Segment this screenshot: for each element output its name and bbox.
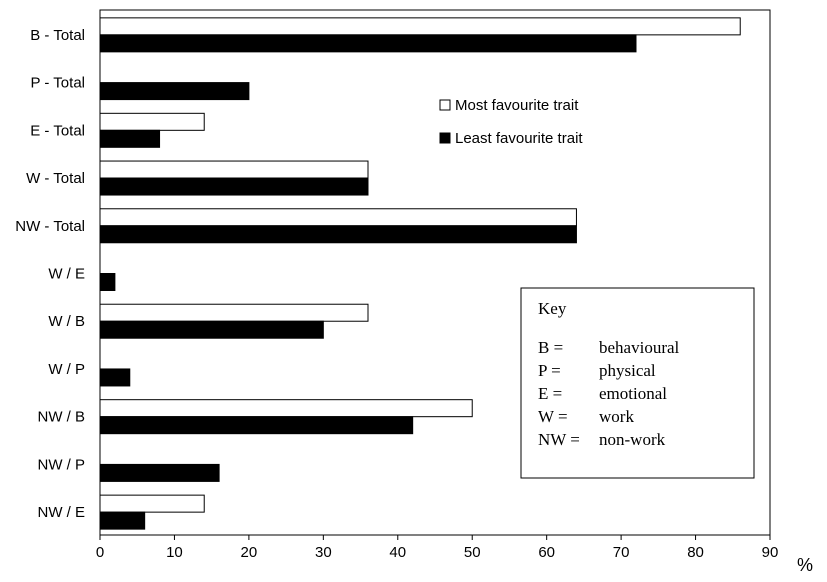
bar-least	[99, 368, 131, 387]
bar-most	[99, 112, 205, 131]
key-meaning: emotional	[599, 384, 667, 403]
x-tick-label: 50	[464, 544, 481, 561]
bar-most	[99, 303, 369, 322]
category-label: NW - Total	[15, 218, 85, 235]
x-tick-label: 80	[687, 544, 704, 561]
legend-label-least: Least favourite trait	[455, 130, 583, 147]
x-tick-label: 40	[389, 544, 406, 561]
x-tick-label: 90	[762, 544, 779, 561]
bar-most	[99, 399, 473, 418]
bar-least	[99, 416, 414, 435]
category-label: P - Total	[31, 75, 85, 92]
x-unit-label: %	[797, 555, 813, 575]
bar-most	[99, 160, 369, 179]
bars-group	[99, 17, 741, 530]
key-title: Key	[538, 299, 567, 318]
key-code: W =	[538, 407, 568, 426]
bar-least	[99, 511, 146, 530]
category-label: E - Total	[30, 122, 85, 139]
category-label: W / E	[48, 266, 85, 283]
x-tick-label: 30	[315, 544, 332, 561]
bar-least	[99, 177, 369, 196]
legend-swatch-least	[439, 132, 451, 144]
category-label: W - Total	[26, 170, 85, 187]
key-meaning: behavioural	[599, 338, 680, 357]
category-labels: B - Total P - Total E - Total W - Total NW -…	[15, 27, 85, 521]
bar-most	[99, 17, 741, 36]
bar-most	[99, 208, 577, 227]
category-label: W / B	[48, 313, 85, 330]
key-code: P =	[538, 361, 561, 380]
category-label: B - Total	[30, 27, 85, 44]
category-label: W / P	[48, 361, 85, 378]
key-meaning: non-work	[599, 430, 666, 449]
bar-least	[99, 320, 324, 339]
x-axis-ticks: 0 10 20 30 40 50 60 70 80 90	[96, 535, 779, 561]
key-meaning: physical	[599, 361, 656, 380]
key-code: NW =	[538, 430, 580, 449]
category-label: NW / B	[38, 409, 86, 426]
bar-least	[99, 82, 250, 101]
bar-least	[99, 463, 220, 482]
bar-least	[99, 129, 161, 148]
key-code: E =	[538, 384, 562, 403]
legend-swatch-most	[439, 99, 451, 111]
x-tick-label: 10	[166, 544, 183, 561]
bar-most	[99, 494, 205, 513]
key-code: B =	[538, 338, 563, 357]
legend-label-most: Most favourite trait	[455, 97, 579, 114]
legend: Most favourite trait Least favourite tra…	[439, 97, 583, 147]
category-label: NW / E	[38, 504, 86, 521]
x-tick-label: 20	[241, 544, 258, 561]
bar-least	[99, 225, 577, 244]
key-box: Key B = behavioural P = physical E = emotiona…	[520, 287, 755, 479]
key-box-frame	[520, 287, 755, 479]
x-tick-label: 0	[96, 544, 104, 561]
bar-least	[99, 34, 637, 53]
x-tick-label: 70	[613, 544, 630, 561]
bar-least	[99, 273, 116, 291]
x-tick-label: 60	[538, 544, 555, 561]
key-meaning: work	[599, 407, 634, 426]
category-label: NW / P	[38, 456, 86, 473]
key-entries: B = behavioural P = physical E = emotional W =…	[538, 338, 680, 449]
